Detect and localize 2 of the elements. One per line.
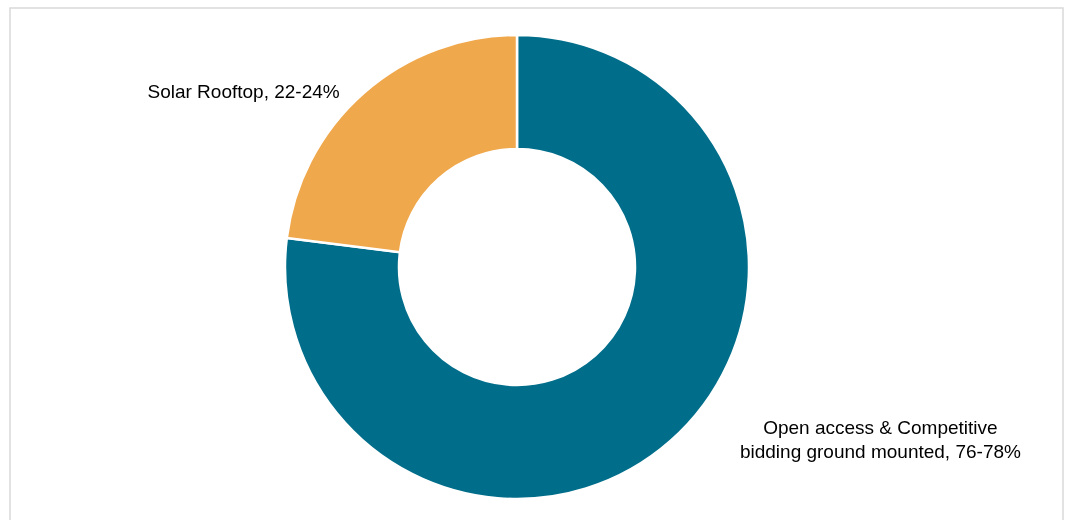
slice-label: Solar Rooftop, 22-24% xyxy=(147,80,340,102)
slice-label: Open access & Competitive bidding ground mounted, 76-78% xyxy=(739,417,1022,463)
